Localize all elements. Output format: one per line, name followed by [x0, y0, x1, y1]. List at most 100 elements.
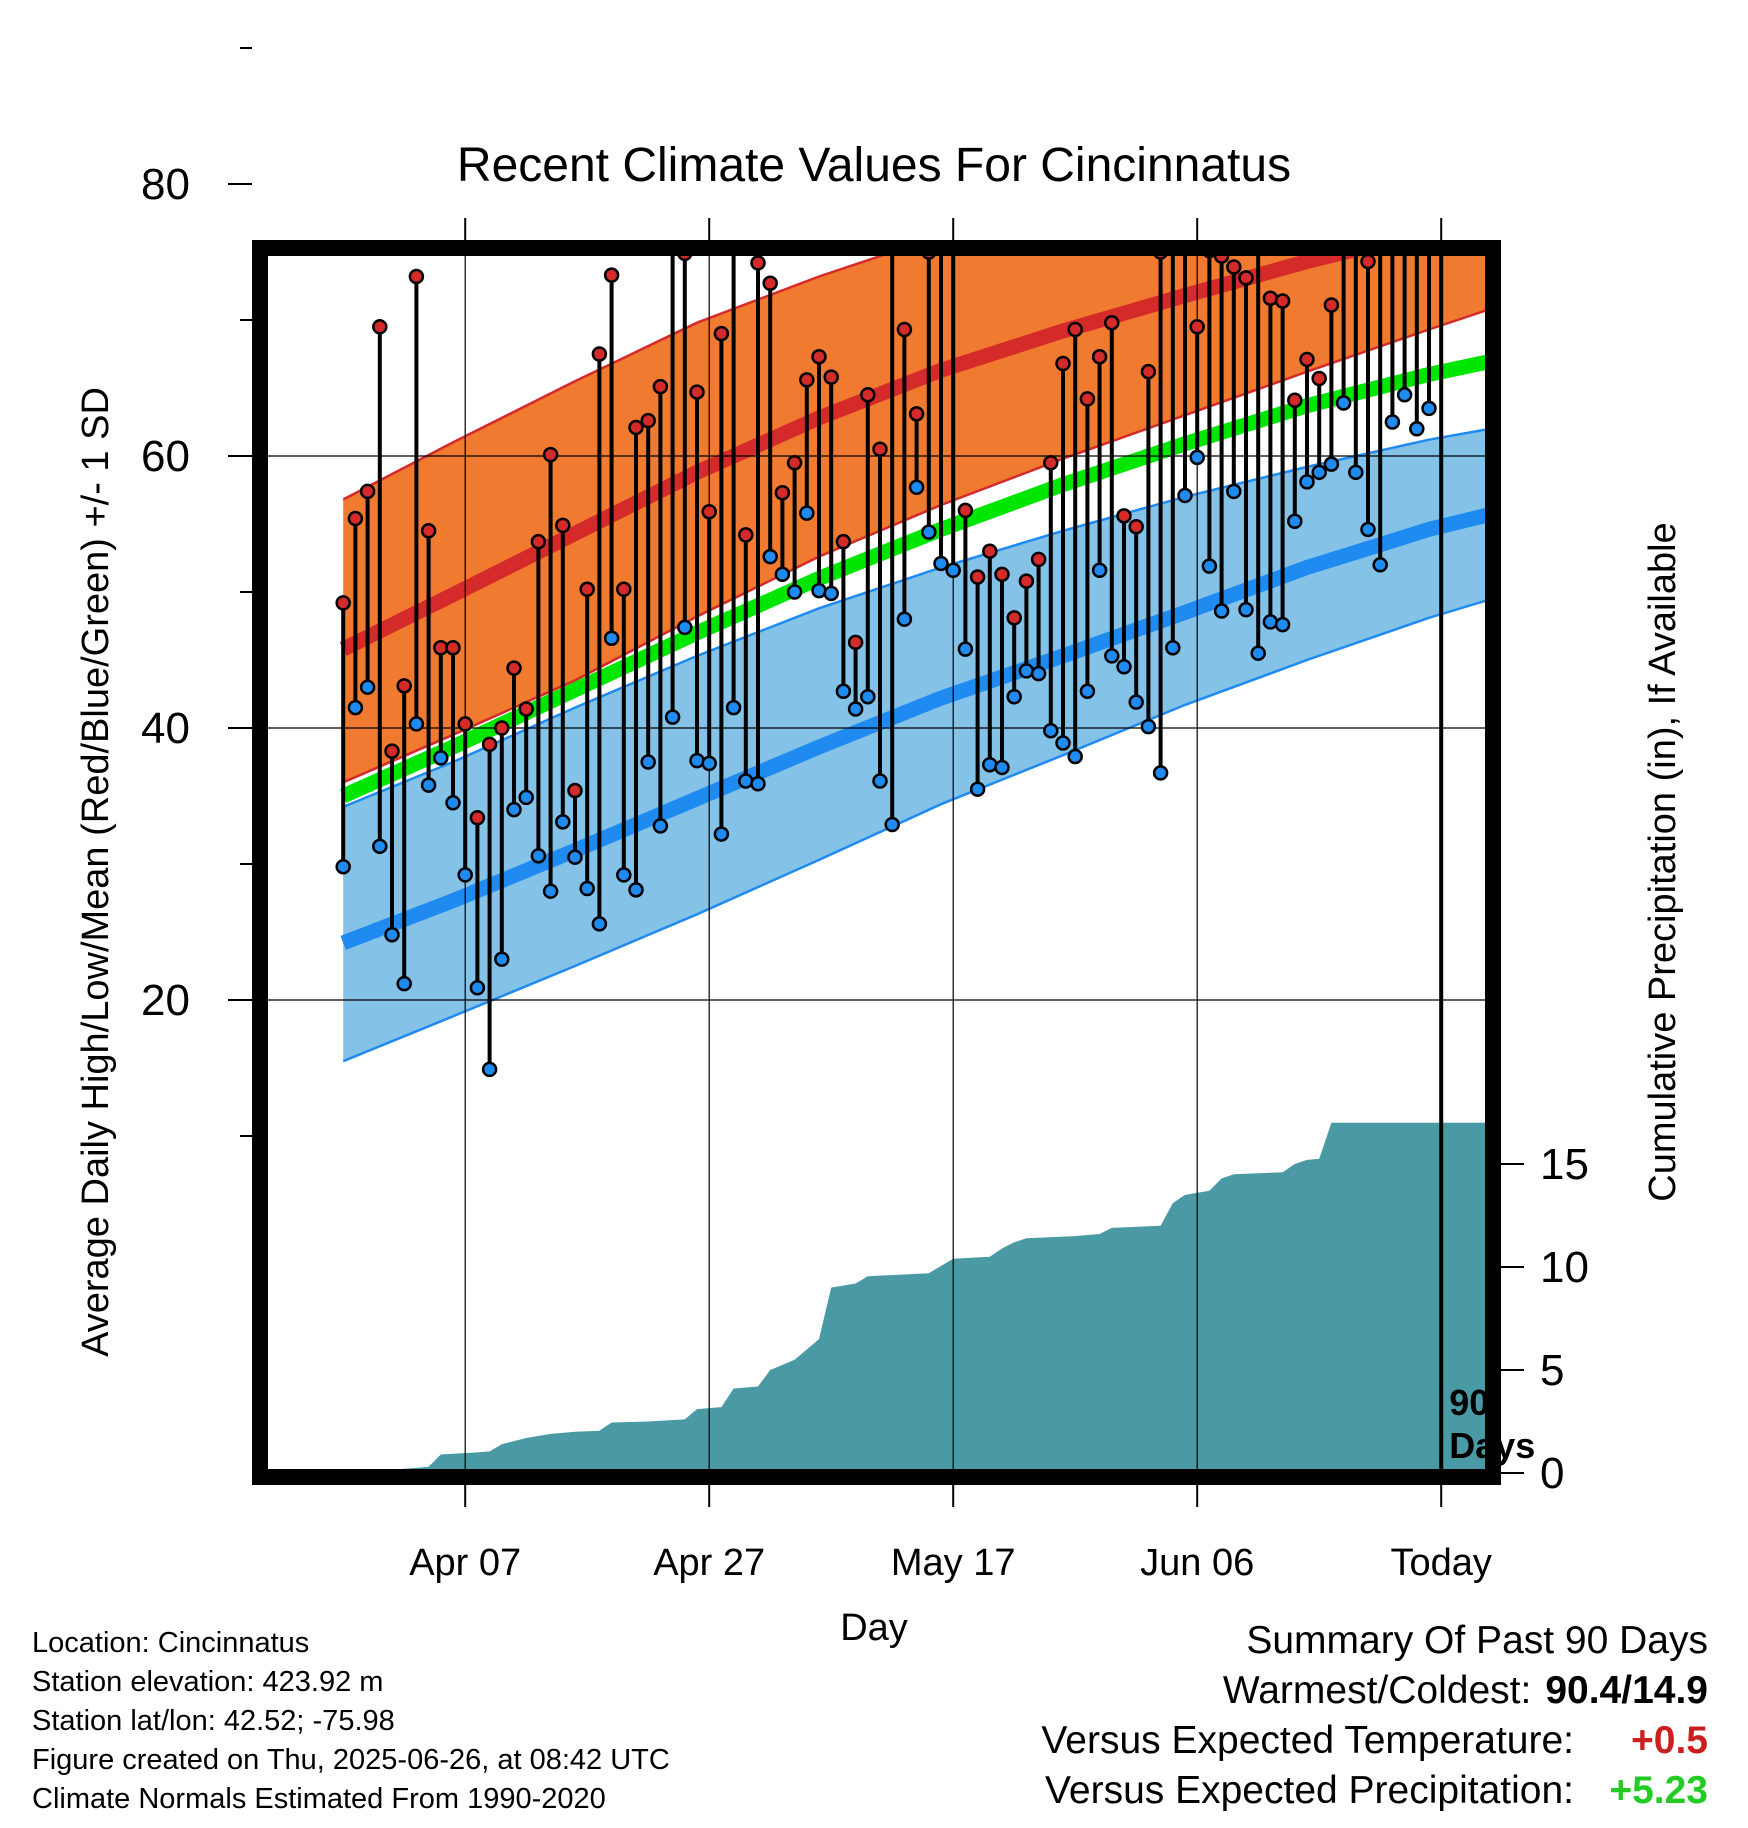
- high-point: [1252, 224, 1265, 237]
- high-point: [335, 595, 351, 611]
- low-point: [1372, 557, 1388, 573]
- low-point: [1006, 688, 1022, 705]
- low-point: [494, 951, 510, 967]
- low-point: [1079, 683, 1096, 700]
- low-point: [579, 880, 595, 897]
- low-point: [1018, 663, 1035, 679]
- high-point: [896, 321, 913, 338]
- low-point: [762, 548, 778, 565]
- low-point: [1213, 603, 1230, 619]
- high-point: [603, 267, 620, 283]
- summary-panel: Summary Of Past 90 Days Warmest/Coldest:…: [1041, 1616, 1708, 1816]
- x-axis-label: Day: [840, 1607, 908, 1649]
- high-point: [567, 782, 583, 799]
- high-point: [750, 255, 766, 271]
- low-point: [1030, 665, 1047, 682]
- high-point: [579, 581, 595, 598]
- low-point: [372, 838, 388, 855]
- low-point: [1067, 748, 1083, 765]
- created-text: Figure created on Thu, 2025-06-26, at 08…: [32, 1744, 670, 1776]
- low-point: [1250, 645, 1266, 661]
- high-point: [628, 419, 644, 436]
- high-point: [701, 504, 717, 520]
- low-point: [799, 505, 815, 521]
- high-point: [1423, 108, 1436, 121]
- high-point: [1262, 290, 1279, 306]
- low-point: [652, 818, 669, 834]
- y-tick-label: 60: [141, 432, 190, 481]
- low-point: [1311, 464, 1327, 481]
- today-days-text: Days: [1449, 1425, 1535, 1466]
- low-point: [1262, 614, 1279, 630]
- low-point: [640, 754, 656, 770]
- low-point: [1384, 414, 1401, 430]
- low-point: [628, 882, 644, 898]
- low-point: [335, 858, 351, 875]
- high-point: [1006, 610, 1022, 626]
- high-point: [969, 569, 986, 585]
- precip-value: +5.23: [1609, 1769, 1708, 1812]
- y-axis-label: Average Daily High/Low/Mean (Red/Blue/Gr…: [75, 387, 117, 1357]
- high-point: [1299, 351, 1315, 368]
- y2-tick-label: 15: [1540, 1140, 1589, 1189]
- high-point: [1067, 321, 1083, 338]
- plot-area: [264, 36, 1489, 1473]
- low-point: [969, 781, 986, 797]
- high-point: [591, 346, 608, 362]
- high-point: [1030, 551, 1047, 568]
- high-point: [469, 810, 486, 826]
- low-point: [359, 679, 376, 695]
- low-point: [1238, 601, 1254, 618]
- high-point: [799, 372, 815, 388]
- low-point: [420, 777, 437, 793]
- low-point: [774, 566, 791, 583]
- high-point: [384, 743, 400, 759]
- high-point: [1287, 392, 1303, 408]
- high-point: [935, 209, 948, 222]
- low-point: [1140, 718, 1157, 735]
- low-point: [847, 701, 864, 717]
- high-point: [786, 455, 803, 471]
- high-point: [886, 213, 899, 226]
- high-point: [359, 483, 376, 500]
- low-point: [469, 980, 486, 996]
- high-point: [1360, 253, 1376, 270]
- low-point: [1189, 449, 1205, 466]
- high-point: [957, 502, 974, 519]
- chart-title: Recent Climate Values For Cincinnatus: [457, 139, 1291, 192]
- y2-axis-label: Cumulative Precipitation (in), If Availa…: [1642, 522, 1684, 1201]
- y2-tick-label: 10: [1540, 1243, 1589, 1292]
- elevation-text: Station elevation: 423.92 m: [32, 1666, 384, 1698]
- high-point: [860, 387, 876, 403]
- high-point: [1386, 115, 1399, 128]
- x-tick-label: Jun 06: [1140, 1542, 1254, 1584]
- today-days-number: 90: [1449, 1382, 1489, 1423]
- high-point: [555, 517, 571, 534]
- high-point: [457, 716, 473, 732]
- low-point: [689, 752, 705, 769]
- low-point: [1165, 640, 1181, 656]
- low-point: [835, 683, 852, 700]
- latlon-text: Station lat/lon: 42.52; -75.98: [32, 1705, 395, 1737]
- high-point: [1410, 37, 1423, 50]
- high-point: [762, 275, 778, 292]
- low-point: [1177, 487, 1193, 504]
- high-point: [1128, 518, 1144, 535]
- low-point: [860, 688, 876, 705]
- high-point: [774, 484, 791, 501]
- low-point: [994, 759, 1010, 776]
- x-tick-label: Apr 27: [653, 1542, 765, 1584]
- high-point: [481, 736, 498, 753]
- low-point: [664, 709, 681, 725]
- low-point: [933, 555, 949, 572]
- low-point: [872, 773, 888, 789]
- low-point: [945, 562, 961, 578]
- low-point: [982, 756, 998, 773]
- high-point: [1311, 370, 1327, 387]
- low-point: [433, 750, 449, 766]
- high-point: [1398, 36, 1411, 49]
- low-point: [1348, 464, 1364, 481]
- summary-precip: Versus Expected Precipitation: +5.23: [1041, 1766, 1708, 1816]
- high-point: [713, 325, 730, 342]
- low-point: [896, 611, 913, 627]
